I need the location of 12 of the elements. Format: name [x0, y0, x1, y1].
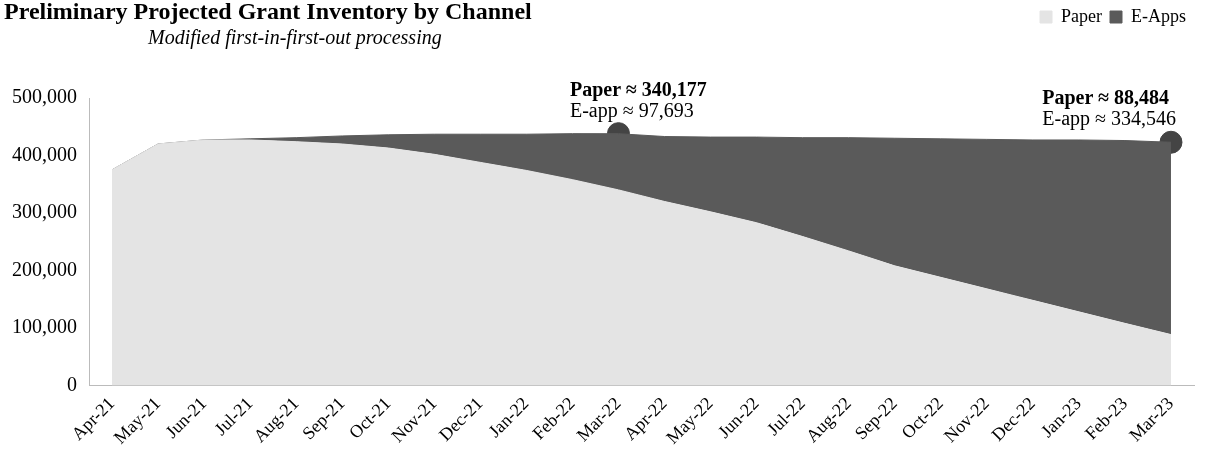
legend-label: E-Apps	[1131, 5, 1187, 26]
chart-subtitle: Modified first-in-first-out processing	[148, 26, 442, 49]
y-tick-label: 200,000	[12, 257, 77, 280]
y-tick-label: 500,000	[12, 85, 77, 108]
legend-label: Paper	[1061, 5, 1103, 26]
y-tick-label: 0	[67, 372, 77, 395]
y-tick-label: 300,000	[12, 200, 77, 223]
annotation: Paper ≈ 88,484	[1042, 86, 1169, 110]
y-tick-label: 100,000	[12, 315, 77, 338]
chart-title: Preliminary Projected Grant Inventory by Channel	[4, 0, 532, 25]
y-tick-label: 400,000	[12, 142, 77, 165]
annotation: Paper ≈ 340,177	[569, 77, 707, 101]
